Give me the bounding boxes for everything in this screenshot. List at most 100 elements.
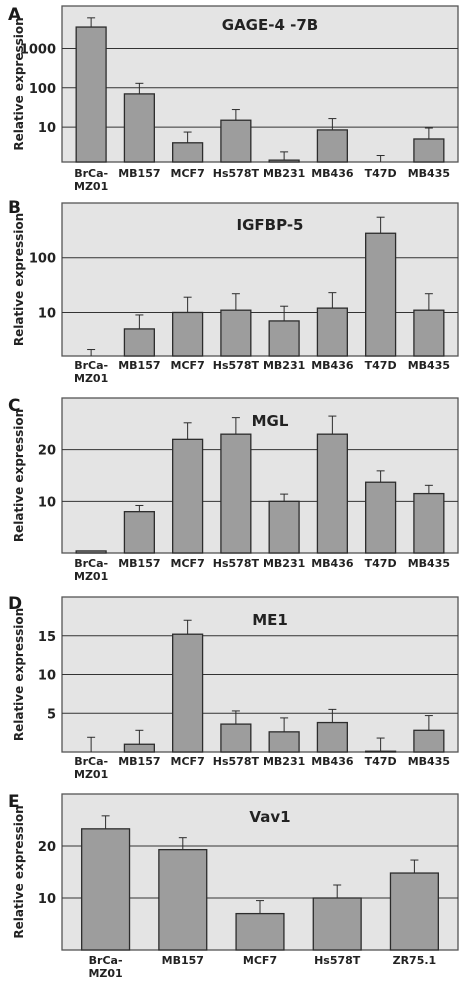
y-tick-label: 1000	[20, 42, 56, 57]
bar-t47d	[365, 750, 397, 753]
x-tick-label: MB231	[263, 167, 305, 180]
panel-letter: D	[8, 594, 22, 614]
x-tick-label: BrCa-MZ01	[74, 755, 108, 781]
bar-brca-mz01	[75, 550, 107, 554]
bar-mcf7	[172, 438, 204, 554]
y-axis-label: Relative expression	[12, 17, 26, 150]
x-tick-label: Hs578T	[213, 167, 260, 180]
bar-brca-mz01	[81, 828, 131, 951]
panel-d: 5 10 15 BrCa-MZ01 MB157 MCF7 Hs578T MB231 MB436 T…	[8, 594, 459, 781]
y-tick-label: 15	[38, 630, 56, 645]
chart-title: ME1	[252, 611, 288, 629]
x-tick-label: Hs578T	[213, 755, 260, 768]
x-tick-label: T47D	[365, 359, 397, 372]
x-tick-label: MB436	[311, 755, 354, 768]
bar-mb436	[316, 307, 348, 357]
x-tick-label: MCF7	[171, 167, 205, 180]
y-axis-label: Relative expression	[12, 805, 26, 938]
bar-mcf7	[172, 142, 204, 163]
panel-b: 10 100 BrCa-MZ01 MB157 MCF7 Hs578T MB231 MB436 T…	[8, 198, 459, 385]
bar-mb157	[123, 93, 155, 163]
bar-mb231	[268, 320, 300, 357]
bar-t47d	[365, 481, 397, 554]
bar-t47d	[365, 232, 397, 357]
chart-title: IGFBP-5	[237, 216, 304, 234]
x-tick-label: MB157	[118, 359, 160, 372]
x-tick-label: BrCa-MZ01	[74, 557, 108, 583]
panel-letter: A	[8, 5, 22, 25]
panel-a: 10 100 1000 BrCa-MZ01 MB157 MCF7 Hs578T MB231 MB…	[8, 5, 459, 193]
x-tick-label: MB157	[162, 954, 204, 967]
y-tick-label: 20	[38, 444, 56, 459]
x-tick-label: MB157	[118, 755, 160, 768]
bar-mb157	[158, 848, 208, 951]
x-tick-label: MB436	[311, 359, 354, 372]
bar-mb435	[413, 729, 445, 753]
x-tick-label: T47D	[365, 167, 397, 180]
x-tick-label: T47D	[365, 755, 397, 768]
y-tick-label: 5	[47, 707, 56, 722]
bar-mb231	[268, 500, 300, 554]
bar-brca-mz01	[75, 26, 107, 163]
chart-title: MGL	[252, 412, 289, 430]
y-tick-label: 10	[38, 121, 56, 136]
x-tick-label: MB436	[311, 167, 354, 180]
x-tick-label: Hs578T	[213, 359, 260, 372]
y-axis-label: Relative expression	[12, 409, 26, 542]
x-tick-label: MCF7	[171, 557, 205, 570]
chart-title: Vav1	[249, 808, 290, 826]
bar-hs578t	[220, 433, 252, 554]
y-tick-label: 100	[29, 82, 56, 97]
chart-title: GAGE-4 -7B	[222, 16, 318, 34]
x-tick-label: MB157	[118, 167, 160, 180]
y-tick-label: 10	[38, 306, 56, 321]
bar-mb435	[413, 492, 445, 554]
panel-e: 10 20 BrCa-MZ01 MB157 MCF7 Hs578T ZR75.1 Vav1 ER…	[8, 792, 459, 980]
bar-hs578t	[220, 723, 252, 753]
bar-hs578t	[312, 897, 362, 951]
bar-mb435	[413, 309, 445, 357]
x-tick-label: Hs578T	[213, 557, 260, 570]
bar-mb435	[413, 138, 445, 163]
x-tick-label: BrCa-MZ01	[74, 167, 108, 193]
x-tick-label: T47D	[365, 557, 397, 570]
bar-hs578t	[220, 309, 252, 357]
bar-zr75-1	[389, 872, 439, 951]
y-tick-label: 10	[38, 495, 56, 510]
panel-letter: C	[8, 396, 20, 416]
panel-letter: B	[8, 198, 21, 218]
panel-c: 10 20 BrCa-MZ01 MB157 MCF7 Hs578T MB231 MB436 T4…	[8, 396, 459, 583]
x-tick-label: MB435	[408, 167, 450, 180]
x-tick-label: MCF7	[171, 755, 205, 768]
bar-mb157	[123, 511, 155, 554]
x-tick-label: MB231	[263, 359, 305, 372]
x-tick-label: MB435	[408, 755, 450, 768]
x-tick-label: MB157	[118, 557, 160, 570]
bar-mb157	[123, 328, 155, 357]
y-axis-label: Relative expression	[12, 213, 26, 346]
x-tick-label: BrCa-MZ01	[88, 954, 122, 980]
bar-mb436	[316, 129, 348, 163]
x-tick-label: MB231	[263, 557, 305, 570]
bar-mb231	[268, 159, 300, 163]
bar-mcf7	[172, 311, 204, 357]
bar-mb157	[123, 743, 155, 753]
y-tick-label: 10	[38, 669, 56, 684]
bar-hs578t	[220, 119, 252, 163]
y-tick-label: 20	[38, 840, 56, 855]
panel-letter: E	[8, 792, 20, 812]
x-tick-label: MB435	[408, 557, 450, 570]
x-tick-label: ZR75.1	[393, 954, 437, 967]
x-tick-label: MB435	[408, 359, 450, 372]
bar-mb231	[268, 731, 300, 753]
x-tick-label: BrCa-MZ01	[74, 359, 108, 385]
y-tick-label: 10	[38, 892, 56, 907]
x-tick-label: MB231	[263, 755, 305, 768]
x-tick-label: MB436	[311, 557, 354, 570]
x-tick-label: Hs578T	[314, 954, 361, 967]
bar-mcf7	[172, 633, 204, 753]
y-tick-label: 100	[29, 252, 56, 267]
x-tick-label: MCF7	[171, 359, 205, 372]
y-axis-label: Relative expression	[12, 608, 26, 741]
